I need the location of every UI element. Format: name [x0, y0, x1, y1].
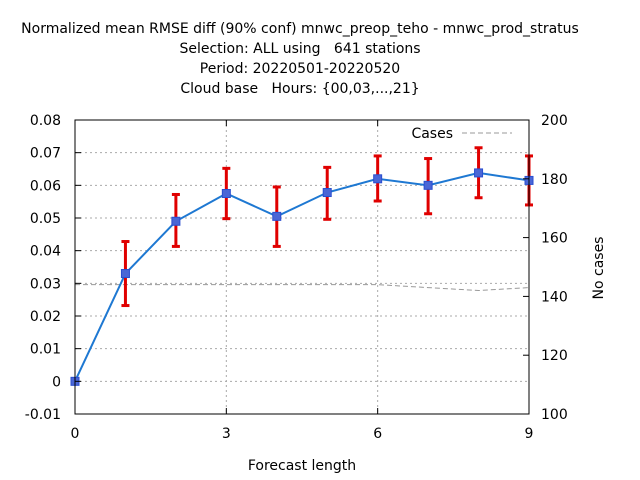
series-layer: [70, 146, 534, 386]
chart-title-line-3: Period: 20220501-20220520: [199, 61, 401, 77]
data-point-3: [221, 189, 231, 198]
tick-label-y2-1: 120: [541, 348, 568, 364]
chart-title-line-4: Cloud base Hours: {00,03,...,21}: [180, 81, 420, 97]
tick-label-x-0: 0: [71, 426, 80, 442]
cases-series-line: [75, 284, 530, 292]
tick-label-x-1: 3: [222, 426, 231, 442]
tick-label-y2-4: 180: [541, 172, 568, 188]
chart-title-line-1: Normalized mean RMSE diff (90% conf) mnw…: [21, 21, 579, 37]
tick-label-y-9: 0.08: [30, 113, 61, 129]
tick-label-y-6: 0.05: [30, 211, 61, 227]
ticks-layer: -0.01 0 0.01 0.02 0.03 0.04 0.05 0.06 0.07 0.08 0 3…: [25, 113, 568, 442]
tick-label-y2-5: 200: [541, 113, 568, 129]
data-point-4: [272, 211, 282, 221]
tick-label-y-3: 0.02: [30, 309, 61, 325]
cases-layer: [75, 284, 530, 292]
x-axis-label: Forecast length: [248, 458, 356, 474]
tick-label-y2-2: 140: [541, 289, 568, 305]
tick-label-y2-0: 100: [541, 407, 568, 423]
tick-label-y-7: 0.06: [30, 178, 61, 194]
data-point-2: [171, 216, 181, 226]
tick-label-y-4: 0.03: [30, 276, 61, 292]
data-point-1: [120, 269, 130, 279]
data-point-8: [474, 168, 484, 178]
chart-title-line-2: Selection: ALL using 641 stations: [179, 41, 421, 57]
tick-label-y-5: 0.04: [30, 244, 61, 260]
y2-axis-label: No cases: [591, 237, 607, 300]
tick-label-y-2: 0.01: [30, 342, 61, 358]
plot-frame: [74, 119, 530, 415]
data-point-7: [423, 180, 433, 190]
data-point-6: [373, 174, 383, 184]
legend: Cases: [411, 126, 512, 142]
rmse-series-line: [74, 171, 530, 382]
data-point-5: [322, 188, 332, 198]
tick-label-y-0: -0.01: [25, 407, 61, 423]
legend-label-cases: Cases: [411, 126, 453, 142]
tick-label-y2-3: 160: [541, 231, 568, 247]
tick-label-x-2: 6: [373, 426, 382, 442]
tick-label-y-8: 0.07: [30, 146, 61, 162]
tick-label-y-1: 0: [52, 374, 61, 390]
grid-layer: [75, 120, 529, 414]
tick-label-x-3: 9: [525, 426, 534, 442]
